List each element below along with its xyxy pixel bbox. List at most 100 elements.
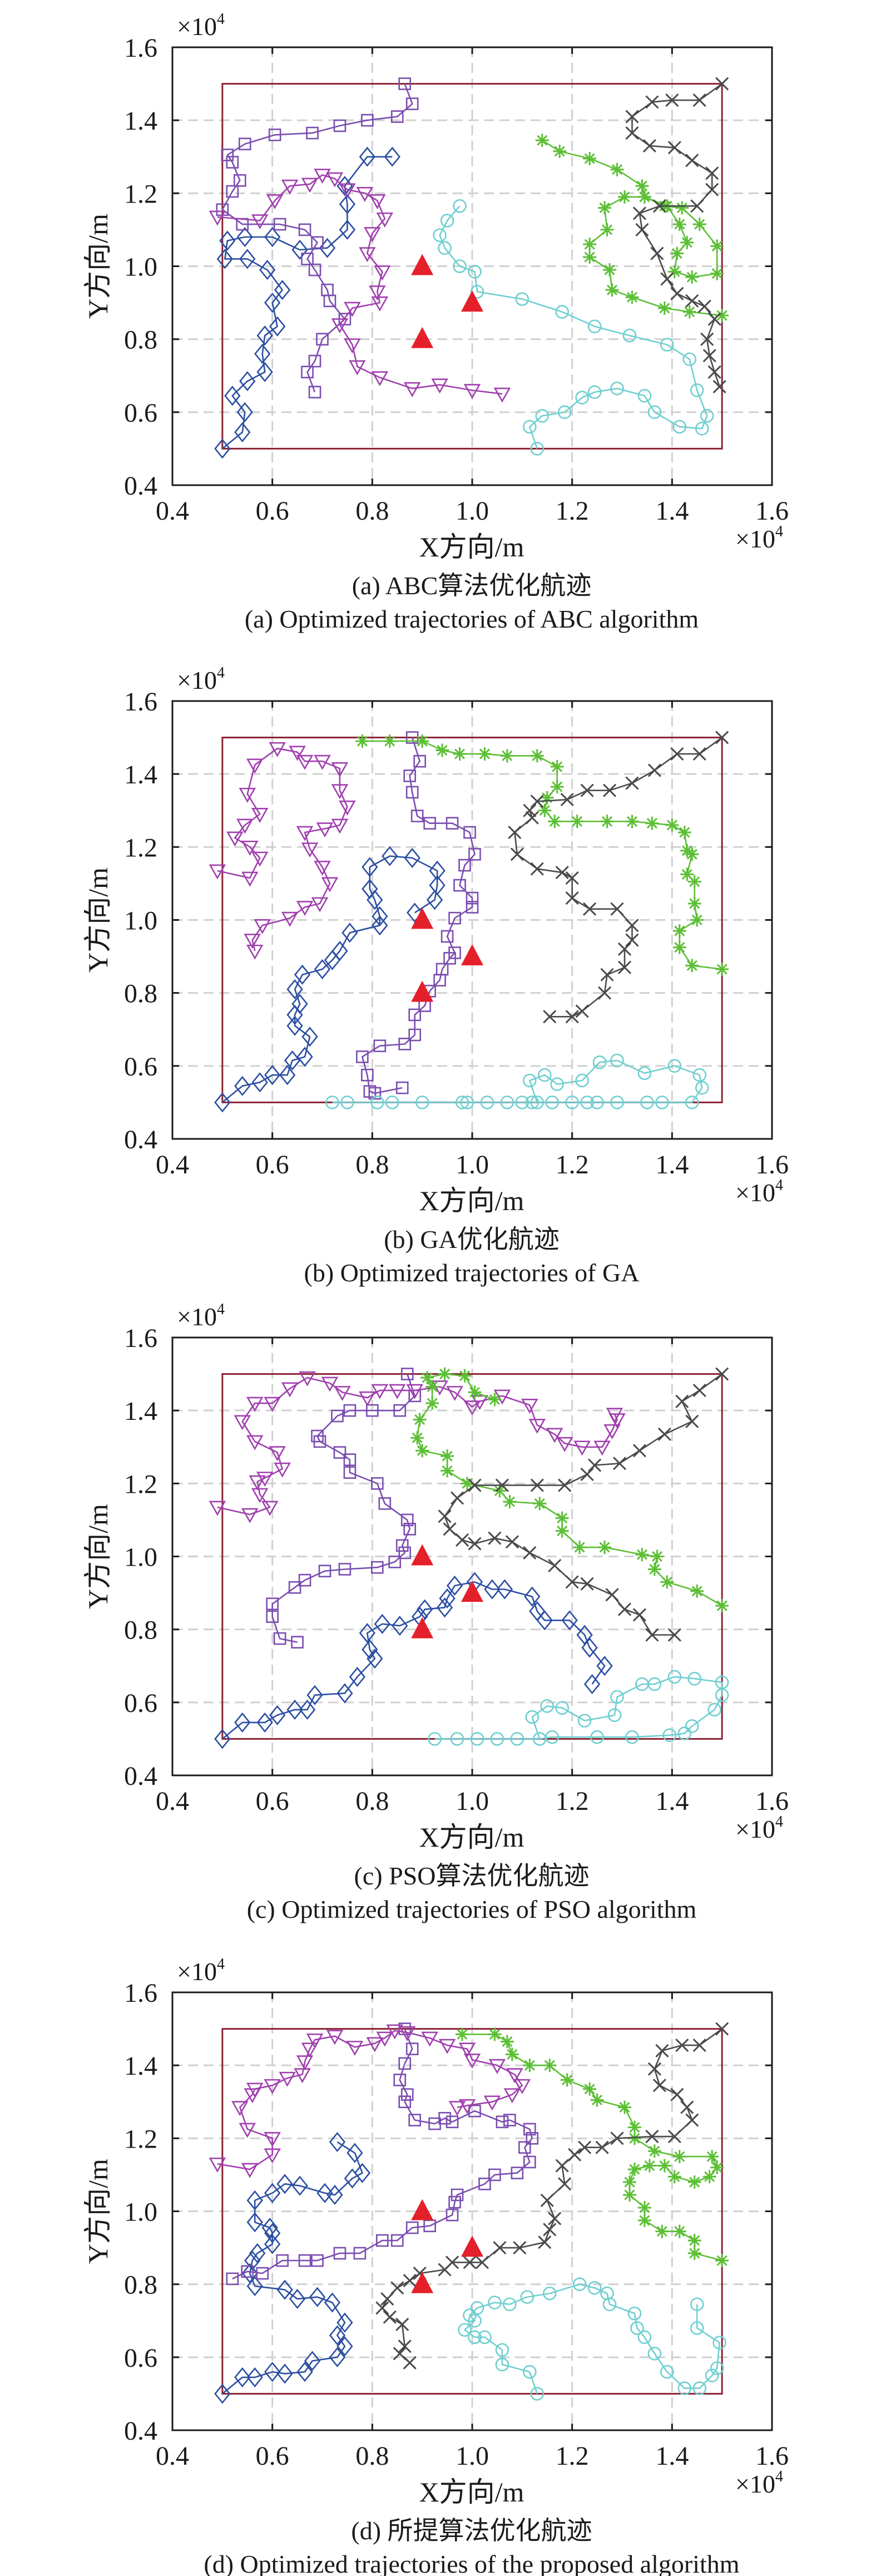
square-marker — [331, 1409, 344, 1423]
circle-marker — [468, 265, 482, 279]
circle-marker — [637, 389, 652, 403]
square-marker — [496, 2115, 509, 2129]
x-marker — [558, 1478, 572, 1492]
triangle-marker — [371, 371, 389, 387]
x-marker — [625, 110, 639, 124]
diamond-marker — [359, 146, 376, 167]
x-marker — [632, 1444, 647, 1458]
x-marker — [380, 2292, 394, 2306]
star-marker — [415, 734, 429, 748]
x-tick-label: 1.0 — [456, 2441, 489, 2471]
circle-marker — [510, 1732, 524, 1746]
star-marker — [625, 290, 639, 304]
circle-marker — [530, 1095, 545, 1109]
star-marker — [680, 235, 694, 249]
star-marker — [553, 144, 567, 158]
star-marker — [715, 1599, 729, 1613]
triangle-marker — [296, 901, 314, 916]
circle-marker — [480, 1095, 494, 1109]
circle-marker — [572, 2277, 587, 2291]
y-tick-label: 1.2 — [124, 833, 157, 862]
x-marker — [508, 826, 522, 840]
diamond-marker — [259, 259, 276, 280]
x-tick-label: 1.4 — [655, 496, 689, 526]
star-marker — [677, 826, 691, 840]
x-marker — [685, 294, 699, 308]
square-marker — [333, 2247, 347, 2260]
square-marker — [488, 2168, 501, 2182]
circle-marker — [685, 1719, 699, 1733]
star-marker — [550, 780, 564, 794]
y-multiplier: ×104 — [177, 664, 225, 694]
x-marker — [560, 793, 574, 807]
x-marker — [455, 1533, 469, 1547]
star-marker — [583, 2082, 597, 2096]
square-marker — [375, 2234, 389, 2247]
x-marker — [398, 2340, 412, 2353]
circle-marker — [495, 2357, 509, 2372]
circle-marker — [565, 1095, 579, 1109]
square-marker — [398, 77, 412, 90]
square-marker — [321, 283, 334, 297]
diamond-marker — [264, 2183, 281, 2203]
square-marker — [301, 253, 314, 265]
x-multiplier-exp: 4 — [775, 523, 783, 540]
y-tick-label: 0.4 — [124, 1761, 157, 1791]
diamond-marker — [374, 1613, 390, 1634]
square-marker — [405, 786, 419, 799]
trajectory-line — [439, 205, 708, 449]
trajectory-line — [217, 174, 503, 395]
star-marker — [627, 2131, 641, 2145]
square-marker — [343, 1466, 357, 1479]
diamond-marker — [367, 1649, 383, 1669]
y-tick-label: 1.6 — [124, 33, 157, 63]
x-marker — [617, 942, 632, 956]
star-marker — [672, 924, 686, 938]
target-triangle — [411, 327, 434, 348]
diamond-marker — [249, 2243, 266, 2263]
x-marker — [642, 139, 656, 153]
caption-chinese: (d) 所提算法优化航迹 — [351, 2516, 592, 2545]
circle-marker — [660, 2365, 674, 2379]
triangle-marker — [528, 1419, 546, 1434]
square-marker — [423, 2219, 436, 2233]
circle-marker — [607, 1708, 622, 1723]
x-marker — [438, 1509, 452, 1523]
circle-marker — [523, 420, 537, 434]
star-marker — [647, 1562, 661, 1576]
triangle-marker — [281, 179, 299, 195]
star-marker — [425, 1396, 439, 1410]
diamond-marker — [392, 1616, 408, 1636]
star-marker — [530, 749, 544, 763]
circle-marker — [530, 2387, 545, 2401]
square-marker — [388, 1556, 402, 1568]
triangle-marker — [301, 177, 319, 193]
diamond-marker — [239, 371, 256, 392]
diamond-marker — [316, 2183, 333, 2203]
x-marker — [505, 1535, 519, 1549]
triangle-marker — [331, 784, 349, 800]
diamond-marker — [347, 2143, 363, 2163]
circle-marker — [685, 1095, 699, 1109]
x-marker — [675, 1394, 689, 1408]
triangle-marker — [356, 187, 374, 202]
circle-marker — [455, 1095, 469, 1109]
star-marker — [458, 1369, 472, 1383]
circle-marker — [525, 1710, 540, 1724]
y-axis-label: Y方向/m — [82, 214, 113, 319]
star-marker — [617, 190, 631, 204]
circle-marker — [630, 2321, 644, 2335]
triangle-marker — [376, 2031, 394, 2047]
star-marker — [533, 1497, 547, 1511]
x-marker — [715, 2022, 729, 2036]
square-marker — [308, 386, 321, 399]
square-marker — [405, 97, 419, 110]
target-triangle — [411, 1617, 434, 1639]
square-marker — [308, 263, 321, 277]
diamond-marker — [291, 994, 308, 1014]
star-marker — [415, 1444, 429, 1458]
diamond-marker — [284, 1050, 301, 1071]
square-marker — [448, 946, 461, 959]
diamond-marker — [324, 2292, 341, 2313]
